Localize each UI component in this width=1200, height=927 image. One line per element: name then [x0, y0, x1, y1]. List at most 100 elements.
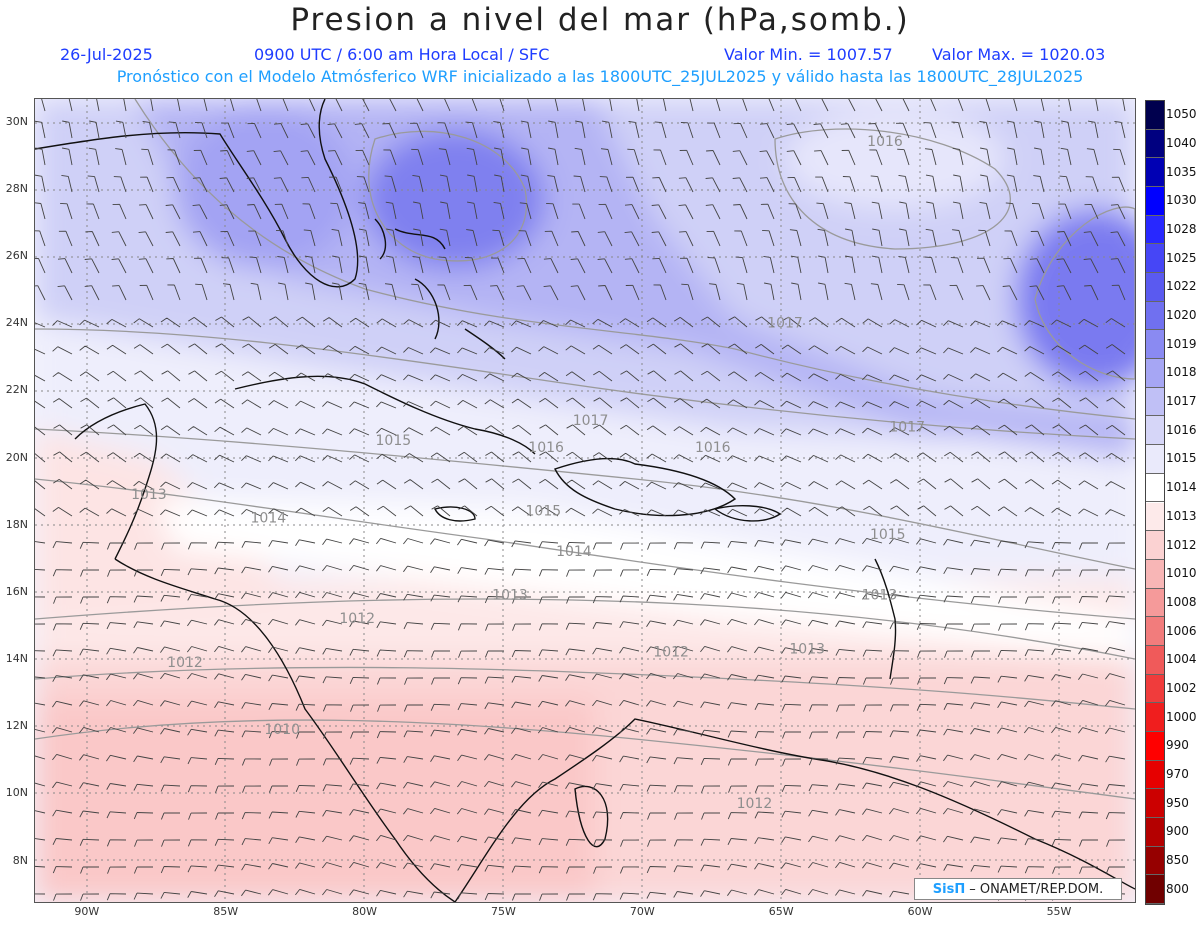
isobar-label: 1015	[526, 504, 562, 520]
color-scale-cell	[1146, 129, 1164, 159]
color-scale-cell	[1146, 559, 1164, 589]
wind-barb-field	[35, 99, 1126, 901]
isobar-label: 1017	[889, 420, 925, 436]
color-scale-cell	[1146, 301, 1164, 331]
isobar-label: 1012	[167, 655, 203, 671]
color-scale-label: 1014	[1166, 480, 1197, 495]
color-scale-label: 1008	[1166, 594, 1197, 609]
forecast-info: Pronóstico con el Modelo Atmósferico WRF…	[116, 67, 1084, 86]
color-scale	[1145, 100, 1165, 905]
contour-labels: 1016 1017 1017 1017 1016 1016 1015 1015 1015 1014…	[131, 134, 925, 812]
color-scale-cell	[1146, 846, 1164, 876]
color-scale-cell	[1146, 416, 1164, 446]
lon-label: 55W	[1046, 905, 1072, 918]
lon-label: 80W	[352, 905, 377, 918]
color-scale-label: 1040	[1166, 136, 1197, 151]
lat-label: 8N	[12, 853, 28, 867]
color-scale-label: 1000	[1166, 709, 1197, 724]
lon-label: 65W	[768, 905, 794, 918]
color-scale-cell	[1146, 445, 1164, 474]
isobar-label: 1013	[492, 588, 528, 604]
color-scale-cell	[1146, 330, 1164, 360]
map-canvas: 1016 1017 1017 1017 1016 1016 1015 1015 1015 1014…	[35, 99, 1135, 902]
lat-label: 14N	[5, 652, 28, 666]
color-scale-cell	[1146, 473, 1164, 503]
lat-label: 12N	[5, 719, 28, 733]
date-label: 26-Jul-2025	[60, 45, 153, 64]
color-scale-label: 1035	[1166, 164, 1197, 179]
color-scale-label: 1022	[1166, 279, 1197, 294]
color-scale-label: 950	[1166, 795, 1189, 810]
credit-text: – ONAMET/REP.DOM.	[969, 881, 1104, 897]
lat-label: 18N	[5, 517, 28, 531]
color-scale-cell	[1146, 760, 1164, 790]
isobar-label: 1012	[339, 611, 375, 627]
color-scale-label: 1015	[1166, 451, 1197, 466]
lat-label: 28N	[5, 181, 28, 195]
color-scale-cell	[1146, 244, 1164, 274]
isobar-label: 1015	[870, 527, 906, 543]
lat-label: 26N	[5, 248, 28, 262]
color-scale-label: 970	[1166, 766, 1189, 781]
color-scale-cell	[1146, 101, 1164, 130]
color-scale-label: 1010	[1166, 566, 1197, 581]
color-scale-cell	[1146, 645, 1164, 675]
color-scale-cell	[1146, 588, 1164, 618]
color-scale-cell	[1146, 387, 1164, 417]
color-scale-label: 1050	[1166, 107, 1197, 122]
isobar-label: 1016	[528, 440, 564, 456]
isobar-label: 1017	[767, 315, 803, 331]
isobar-label: 1017	[573, 413, 609, 429]
lat-label: 30N	[5, 114, 28, 128]
wind-barbs	[35, 99, 1126, 901]
time-label: 0900 UTC / 6:00 am Hora Local / SFC	[254, 45, 550, 64]
min-value-label: Valor Min. = 1007.57	[724, 45, 893, 64]
lon-label: 75W	[491, 905, 516, 918]
pressure-shading	[35, 99, 1135, 902]
color-scale-label: 1017	[1166, 394, 1197, 409]
color-scale-label: 1016	[1166, 422, 1197, 437]
lon-label: 85W	[213, 905, 239, 918]
isobar-label: 1015	[376, 433, 412, 449]
color-scale-label: 850	[1166, 852, 1189, 867]
lat-label: 16N	[5, 584, 28, 598]
color-scale-cell	[1146, 158, 1164, 188]
color-scale-cell	[1146, 875, 1164, 904]
lon-label: 70W	[629, 905, 655, 918]
isobar-label: 1016	[867, 134, 903, 150]
color-scale-cell	[1146, 502, 1164, 532]
lat-label: 24N	[5, 316, 28, 330]
color-scale-cell	[1146, 789, 1164, 818]
color-scale-cell	[1146, 703, 1164, 732]
color-scale-cell	[1146, 674, 1164, 704]
pressure-map[interactable]: 1016 1017 1017 1017 1016 1016 1015 1015 1015 1014…	[34, 98, 1136, 903]
isobar-label: 1010	[264, 722, 300, 738]
coastlines	[35, 99, 1135, 902]
color-scale-label: 1004	[1166, 652, 1197, 667]
isobars	[35, 99, 1135, 800]
isobar-label: 1014	[556, 544, 592, 560]
lat-label: 20N	[5, 450, 28, 464]
max-value-label: Valor Max. = 1020.03	[932, 45, 1106, 64]
color-scale-cell	[1146, 187, 1164, 216]
color-scale-label: 800	[1166, 881, 1189, 896]
isobar-label: 1013	[862, 588, 898, 604]
color-scale-label: 1019	[1166, 336, 1197, 351]
color-scale-cell	[1146, 273, 1164, 302]
isobar-label: 1016	[695, 440, 731, 456]
lat-label: 22N	[5, 383, 28, 397]
sistpi-logo: SisΠ	[932, 881, 966, 897]
color-scale-label: 1018	[1166, 365, 1197, 380]
color-scale-cell	[1146, 215, 1164, 245]
graticule	[35, 99, 1135, 902]
color-scale-cell	[1146, 531, 1164, 560]
lat-label: 10N	[5, 786, 28, 800]
color-scale-label: 990	[1166, 738, 1189, 753]
isobar-label: 1014	[251, 510, 287, 526]
color-scale-label: 1013	[1166, 508, 1197, 523]
map-title: Presion a nivel del mar (hPa,somb.)	[290, 2, 910, 38]
color-scale-cell	[1146, 617, 1164, 646]
isobar-label: 1013	[789, 641, 825, 657]
color-scale-label: 1025	[1166, 250, 1197, 265]
lon-label: 60W	[907, 905, 933, 918]
